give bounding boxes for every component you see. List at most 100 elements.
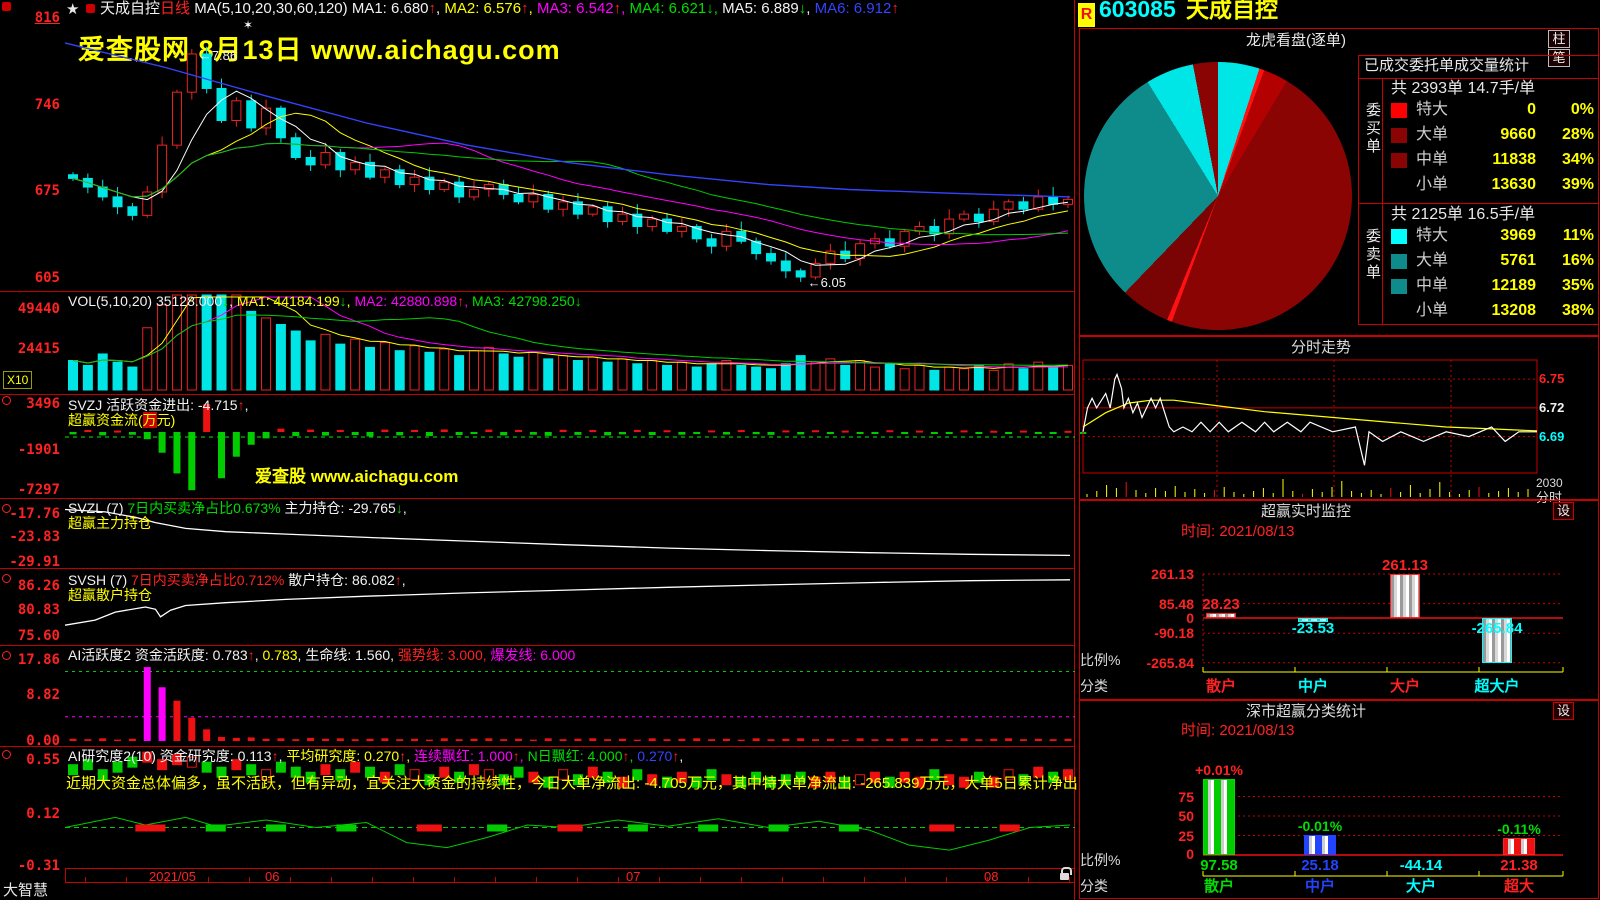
timeline-tick: [741, 877, 742, 883]
app-icon[interactable]: [2, 2, 11, 11]
watermark-text: 爱查股网 8月13日 www.aichagu.com: [78, 35, 561, 65]
candle: [751, 240, 762, 255]
indicator-segment: , 生命线: 1.560,: [297, 647, 398, 663]
candle: [825, 250, 836, 264]
timeline-tick: [618, 877, 619, 883]
svsh-chart[interactable]: [64, 568, 1075, 645]
volume-bar: [171, 294, 182, 391]
indicator-segment: ,: [244, 397, 249, 413]
ai-research-chart[interactable]: [64, 746, 1075, 868]
intraday-chart[interactable]: [1079, 336, 1599, 500]
svzl-chart[interactable]: [64, 498, 1075, 568]
indicator-segment: AI研究度2(10) 资金研究度: 0.113: [68, 748, 272, 764]
volume-bar: [290, 330, 301, 391]
timeline-tick: [454, 877, 455, 883]
svzj-bar: [1034, 432, 1042, 434]
research-bar: [795, 771, 806, 783]
activity-bar: [663, 739, 671, 741]
panel-marker-icon[interactable]: [2, 396, 11, 405]
activity-bar: [321, 738, 329, 741]
monitor-bar-value: -23.53: [1291, 620, 1335, 637]
panel-marker-icon[interactable]: [2, 574, 11, 583]
volume-bar: [1048, 366, 1059, 391]
indicator-segment: 7日内买卖净占比0.673%: [127, 500, 281, 516]
shen-settings-button[interactable]: 设: [1553, 702, 1575, 720]
activity-bar: [411, 738, 419, 741]
favorite-star-icon[interactable]: ★: [66, 1, 80, 18]
volume-chart[interactable]: [65, 291, 1075, 394]
research-bar: [959, 776, 970, 788]
timeline-tick: [372, 877, 373, 883]
volume-bar: [884, 363, 895, 391]
pen-mode-button[interactable]: 笔: [1548, 49, 1570, 67]
panel-divider: [0, 645, 1075, 646]
timeline-tick: [85, 877, 86, 883]
timeline-tick-label: 2021/05: [149, 869, 196, 884]
activity-bar: [381, 738, 389, 741]
intraday-panel[interactable]: [1079, 336, 1599, 500]
volume-multiplier-label[interactable]: X10: [3, 371, 33, 389]
research-bar: [468, 764, 479, 776]
stock-badge: R: [1078, 3, 1095, 27]
monitor-bar: [1298, 618, 1328, 622]
monitor-bar-chart[interactable]: [1079, 500, 1599, 700]
candle: [483, 184, 494, 191]
svzj-bar: [826, 432, 834, 435]
kline-title-segment: MA6: 6.912: [814, 0, 892, 17]
candlestick-chart[interactable]: [64, 0, 1075, 291]
svzj-bar: [173, 432, 181, 474]
volume-bar: [409, 345, 420, 391]
svzj-chart[interactable]: [65, 394, 1087, 498]
candle: [305, 156, 316, 166]
column-mode-button[interactable]: 柱: [1548, 30, 1570, 48]
candle: [662, 218, 673, 232]
candle: [617, 213, 628, 223]
panel-marker-icon[interactable]: [2, 504, 11, 513]
volume-bar: [275, 323, 286, 391]
order-row-name: 小单: [1416, 302, 1449, 319]
volume-bar: [914, 364, 925, 391]
candle: [558, 201, 569, 210]
research-bar: [602, 771, 613, 783]
volume-bar: [662, 364, 673, 391]
app-menu-dzh[interactable]: 大智慧: [3, 882, 49, 899]
shen-bar-pct: -0.01%: [1297, 818, 1343, 835]
activity-bar: [975, 739, 983, 741]
research-mark: [487, 824, 508, 832]
svzl-indicator-line: SVZL (7) 7日内买卖净占比0.673% 主力持仓: -29.765↓,: [68, 500, 407, 516]
kline-workspace[interactable]: ★ ✶ 天成自控日线 MA(5,10,20,30,60,120) MA1: 6.…: [0, 0, 1087, 900]
monitor-axis-label: -265.84: [1146, 654, 1194, 671]
svzj-bar: [782, 430, 790, 433]
volume-bar: [305, 340, 316, 391]
indicator-segment: 超赢资金流(: [68, 412, 143, 428]
volume-bar: [320, 333, 331, 391]
volume-bar: [765, 368, 776, 391]
candle: [171, 91, 182, 146]
research-mark: [205, 824, 226, 832]
order-flow-pie-chart[interactable]: [1084, 62, 1352, 330]
svzj-bar: [411, 429, 419, 432]
candle: [127, 206, 138, 216]
candle: [261, 107, 272, 129]
ai-activity-chart[interactable]: [65, 645, 1075, 746]
timeline-tick: [987, 877, 988, 883]
indicator-segment: ↑: [512, 748, 520, 764]
timeline-tick: [208, 877, 209, 883]
research-bar: [335, 769, 346, 781]
shen-bar: [1304, 835, 1336, 855]
candle: [231, 100, 242, 122]
panel-marker-icon[interactable]: [2, 750, 11, 759]
panel-marker-icon[interactable]: [2, 651, 11, 660]
axis-label: -0.31: [17, 858, 60, 874]
shen-bar-chart[interactable]: [1079, 700, 1599, 899]
alert-icon[interactable]: [86, 4, 95, 13]
order-row-count: 12189: [1491, 277, 1537, 294]
timeline-bar[interactable]: [65, 868, 1075, 883]
candle: [68, 174, 78, 179]
monitor-settings-button[interactable]: 设: [1553, 502, 1575, 520]
stock-name[interactable]: 天成自控: [1186, 0, 1278, 22]
lock-icon[interactable]: [1060, 873, 1069, 880]
research-mark: [266, 824, 287, 832]
indicator-segment: 连续飘红: 1.000: [413, 748, 513, 764]
stock-code[interactable]: 603085: [1099, 0, 1176, 22]
